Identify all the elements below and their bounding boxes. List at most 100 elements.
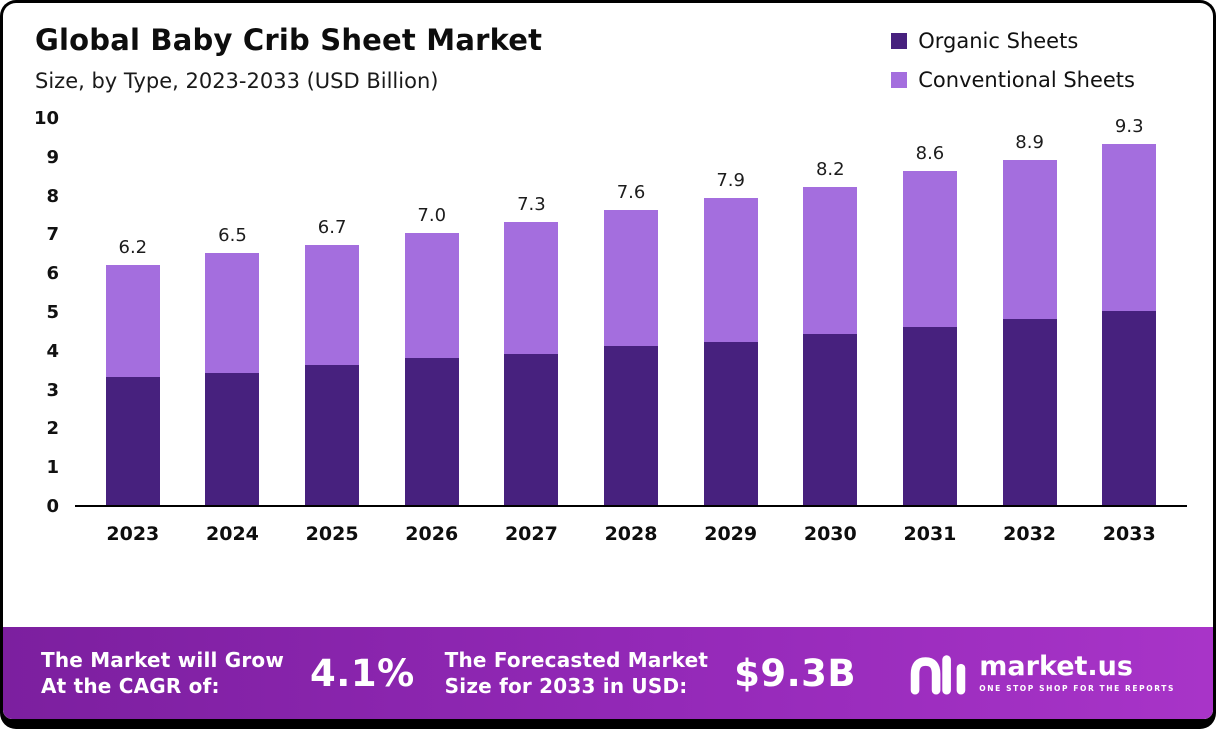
y-axis-tick-label: 2 <box>46 418 59 440</box>
bar-total-label: 7.9 <box>716 170 745 192</box>
bar-group-2032: 8.9 <box>980 132 1080 505</box>
y-axis-tick-label: 7 <box>46 224 59 246</box>
page-title: Global Baby Crib Sheet Market <box>35 23 543 57</box>
bar-segment-organic <box>604 345 659 505</box>
bar-total-label: 6.7 <box>317 217 347 239</box>
x-axis-label: 2032 <box>1003 523 1057 545</box>
y-axis-tick-label: 8 <box>46 185 59 207</box>
bar-chart: 0 1 2 3 4 5 6 7 8 9 10 6.2 6.5 6.7 7.0 7.3 7.6 7.9 8.2 8.6… <box>17 110 1187 545</box>
y-axis-tick-label: 1 <box>46 457 59 479</box>
bar-total-label: 8.2 <box>815 158 845 180</box>
bar-total-label: 8.9 <box>1015 131 1044 153</box>
bar-segment-organic <box>803 334 858 505</box>
y-axis-tick-label: 0 <box>46 496 59 517</box>
x-axis-label: 2033 <box>1102 523 1156 545</box>
x-axis-label: 2028 <box>604 523 658 545</box>
bar-total-label: 7.6 <box>616 182 646 204</box>
chart-header: Global Baby Crib Sheet Market Size, by T… <box>17 23 1187 93</box>
bar-segment-conventional <box>404 233 459 358</box>
bar-segment-organic <box>703 342 758 505</box>
x-axis-label: 2029 <box>704 523 758 545</box>
bar-group-2024: 6.5 <box>183 225 283 505</box>
stacked-bar <box>105 264 160 505</box>
bar-segment-conventional <box>504 221 559 354</box>
stacked-bar <box>803 186 858 505</box>
market-us-brand: market.us ONE STOP SHOP FOR THE REPORTS <box>907 651 1175 695</box>
brand-tagline: ONE STOP SHOP FOR THE REPORTS <box>979 684 1175 693</box>
forecast-value: $9.3B <box>734 651 857 695</box>
y-axis: 0 1 2 3 4 5 6 7 8 9 10 <box>17 110 75 516</box>
plot-row: 0 1 2 3 4 5 6 7 8 9 10 6.2 6.5 6.7 7.0 7.3 7.6 7.9 8.2 8.6… <box>17 110 1187 516</box>
bar-group-2031: 8.6 <box>880 143 980 505</box>
bar-segment-conventional <box>803 186 858 335</box>
bar-segment-conventional <box>1002 159 1057 319</box>
legend-label: Conventional Sheets <box>918 68 1135 92</box>
legend-swatch-icon <box>891 33 908 49</box>
market-us-logo-icon <box>911 655 966 695</box>
bar-total-label: 6.2 <box>118 236 148 258</box>
bar-group-2029: 7.9 <box>681 170 781 505</box>
bar-total-label: 9.3 <box>1114 116 1144 138</box>
bar-group-2026: 7.0 <box>382 205 482 505</box>
legend-label: Organic Sheets <box>918 29 1079 53</box>
bar-segment-conventional <box>305 245 360 366</box>
stacked-bar <box>404 233 459 505</box>
bar-segment-organic <box>1102 311 1157 505</box>
x-axis-label: 2027 <box>504 523 558 545</box>
bar-total-label: 7.0 <box>417 205 447 227</box>
stacked-bar <box>305 245 360 505</box>
brand-name: market.us <box>979 651 1133 682</box>
y-axis-tick-label: 5 <box>46 302 59 323</box>
chart-legend: Organic Sheets Conventional Sheets <box>891 29 1135 93</box>
bar-segment-organic <box>902 326 957 505</box>
bar-segment-organic <box>105 377 160 505</box>
forecast-label: The Forecasted Market Size for 2033 in U… <box>444 648 709 698</box>
chart-subtitle: Size, by Type, 2023-2033 (USD Billion) <box>35 69 439 93</box>
bar-total-label: 7.3 <box>517 193 546 215</box>
stacked-bar <box>902 171 957 505</box>
bar-group-2023: 6.2 <box>83 236 183 505</box>
bar-segment-conventional <box>703 198 758 342</box>
bar-total-label: 8.6 <box>915 143 945 165</box>
cagr-label: The Market will Grow At the CAGR of: <box>41 648 285 698</box>
stacked-bar <box>1102 144 1157 505</box>
footer-banner: The Market will Grow At the CAGR of: 4.1… <box>3 627 1213 719</box>
bar-total-label: 6.5 <box>218 224 247 246</box>
bar-group-2033: 9.3 <box>1079 116 1179 505</box>
plot-area: 6.2 6.5 6.7 7.0 7.3 7.6 7.9 8.2 8.6 8.9 9.3 <box>75 116 1187 507</box>
stacked-bar <box>703 198 758 505</box>
bar-segment-organic <box>205 373 260 505</box>
x-axis: 2023 2024 2025 2026 2027 2028 2029 2030 2031 2032… <box>75 523 1187 545</box>
x-axis-label: 2025 <box>305 523 359 545</box>
bar-segment-organic <box>1002 318 1057 505</box>
y-axis-tick-label: 3 <box>46 379 59 401</box>
y-axis-tick-label: 9 <box>46 146 59 168</box>
infographic-body: Global Baby Crib Sheet Market Size, by T… <box>3 3 1213 719</box>
bar-segment-organic <box>305 365 360 505</box>
x-axis-label: 2031 <box>903 523 957 545</box>
legend-item-conventional: Conventional Sheets <box>891 68 1135 92</box>
bar-group-2030: 8.2 <box>780 159 880 505</box>
cagr-value: 4.1% <box>310 651 415 695</box>
y-axis-tick-label: 10 <box>33 108 59 129</box>
bar-group-2028: 7.6 <box>581 182 681 505</box>
legend-item-organic: Organic Sheets <box>891 29 1135 53</box>
bar-group-2027: 7.3 <box>482 194 582 505</box>
x-axis-label: 2030 <box>803 523 857 545</box>
y-axis-tick-label: 4 <box>46 340 59 362</box>
brand-text-block: market.us ONE STOP SHOP FOR THE REPORTS <box>979 653 1175 693</box>
bar-group-2025: 6.7 <box>282 217 382 505</box>
stacked-bar <box>205 252 260 505</box>
legend-swatch-icon <box>891 72 908 88</box>
bar-segment-organic <box>404 357 459 505</box>
stacked-bar <box>1002 159 1057 505</box>
bar-segment-conventional <box>105 264 160 377</box>
x-axis-label: 2024 <box>206 523 259 545</box>
x-axis-label: 2023 <box>106 523 160 545</box>
x-axis-label: 2026 <box>405 523 459 545</box>
bar-segment-conventional <box>902 171 957 327</box>
bar-segment-organic <box>504 353 559 505</box>
bar-segment-conventional <box>1102 144 1157 311</box>
y-axis-tick-label: 6 <box>46 263 59 285</box>
